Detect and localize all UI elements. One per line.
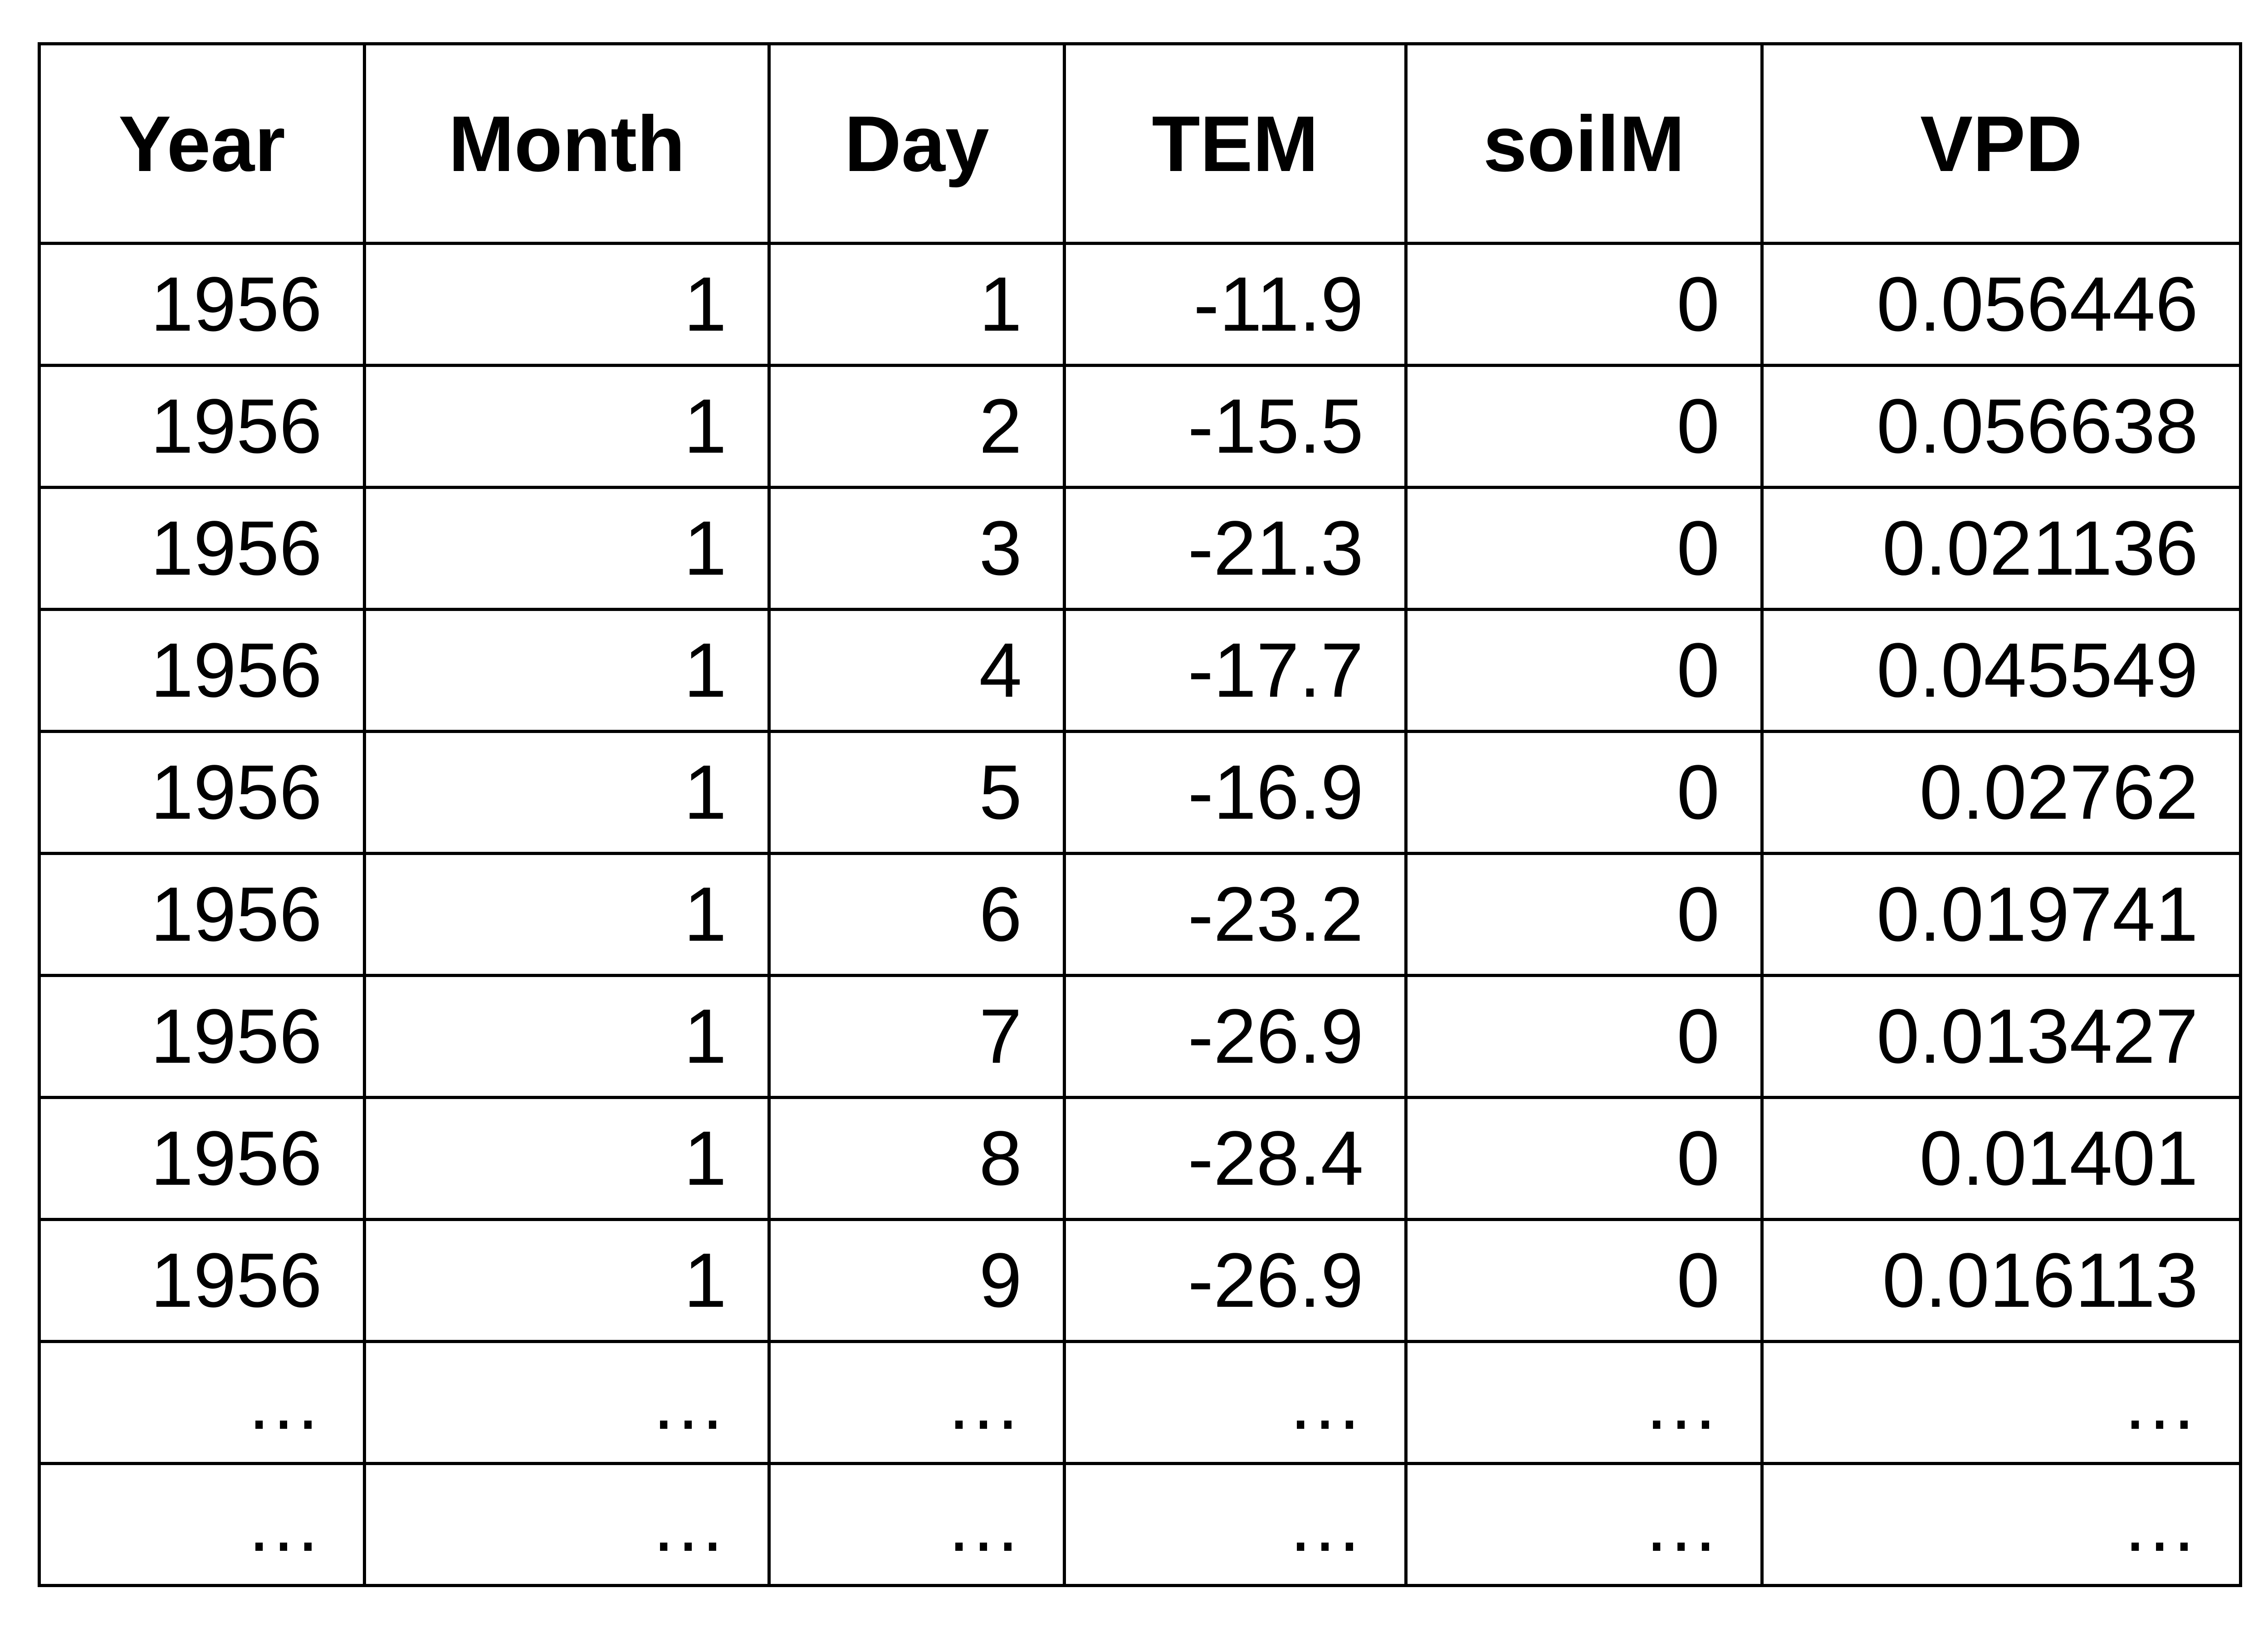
- table-row: 1956 1 3 -21.3 0 0.021136: [38, 486, 2242, 611]
- vpd-cell: 0.01401: [1760, 1096, 2242, 1221]
- soilm-cell: …: [1404, 1340, 1764, 1465]
- table-row: 1956 1 4 -17.7 0 0.045549: [38, 608, 2242, 733]
- table-body: 1956 1 1 -11.9 0 0.056446 1956 1 2 -15.5 0 0.056638…: [38, 242, 2242, 1587]
- month-cell: 1: [363, 974, 771, 1099]
- table-row: 1956 1 7 -26.9 0 0.013427: [38, 974, 2242, 1099]
- soilm-cell: 0: [1404, 852, 1764, 977]
- table-row: 1956 1 1 -11.9 0 0.056446: [38, 242, 2242, 367]
- vpd-cell: 0.045549: [1760, 608, 2242, 733]
- soilm-cell: 0: [1404, 1218, 1764, 1343]
- column-header-day: Day: [767, 42, 1066, 245]
- day-cell: 2: [767, 364, 1066, 489]
- day-cell: 7: [767, 974, 1066, 1099]
- tem-cell: -28.4: [1063, 1096, 1408, 1221]
- vpd-cell: 0.019741: [1760, 852, 2242, 977]
- soilm-cell: 0: [1404, 486, 1764, 611]
- month-cell: 1: [363, 1218, 771, 1343]
- column-header-year: Year: [38, 42, 366, 245]
- vpd-cell: 0.016113: [1760, 1218, 2242, 1343]
- column-header-vpd: VPD: [1760, 42, 2242, 245]
- soilm-cell: 0: [1404, 1096, 1764, 1221]
- day-cell: 6: [767, 852, 1066, 977]
- soilm-cell: 0: [1404, 730, 1764, 855]
- tem-cell: -23.2: [1063, 852, 1408, 977]
- column-header-tem: TEM: [1063, 42, 1408, 245]
- month-cell: 1: [363, 364, 771, 489]
- soilm-cell: …: [1404, 1462, 1764, 1587]
- tem-cell: -17.7: [1063, 608, 1408, 733]
- table-row: 1956 1 6 -23.2 0 0.019741: [38, 852, 2242, 977]
- tem-cell: -26.9: [1063, 1218, 1408, 1343]
- soilm-cell: 0: [1404, 364, 1764, 489]
- day-cell: …: [767, 1340, 1066, 1465]
- tem-cell: -21.3: [1063, 486, 1408, 611]
- day-cell: 5: [767, 730, 1066, 855]
- month-cell: 1: [363, 242, 771, 367]
- year-cell: 1956: [38, 730, 366, 855]
- month-cell: 1: [363, 730, 771, 855]
- month-cell: 1: [363, 1096, 771, 1221]
- vpd-cell: 0.056638: [1760, 364, 2242, 489]
- vpd-cell: 0.021136: [1760, 486, 2242, 611]
- month-cell: …: [363, 1462, 771, 1587]
- month-cell: 1: [363, 486, 771, 611]
- vpd-cell: …: [1760, 1462, 2242, 1587]
- tem-cell: -15.5: [1063, 364, 1408, 489]
- year-cell: 1956: [38, 1096, 366, 1221]
- table-row: ………………: [38, 1462, 2242, 1587]
- day-cell: 8: [767, 1096, 1066, 1221]
- soilm-cell: 0: [1404, 974, 1764, 1099]
- tem-cell: …: [1063, 1340, 1408, 1465]
- soilm-cell: 0: [1404, 608, 1764, 733]
- tem-cell: -11.9: [1063, 242, 1408, 367]
- day-cell: 1: [767, 242, 1066, 367]
- month-cell: 1: [363, 852, 771, 977]
- tem-cell: -16.9: [1063, 730, 1408, 855]
- day-cell: 4: [767, 608, 1066, 733]
- table-row: 1956 1 8 -28.4 0 0.01401: [38, 1096, 2242, 1221]
- year-cell: 1956: [38, 608, 366, 733]
- vpd-cell: 0.013427: [1760, 974, 2242, 1099]
- vpd-cell: 0.02762: [1760, 730, 2242, 855]
- year-cell: 1956: [38, 242, 366, 367]
- column-header-month: Month: [363, 42, 771, 245]
- data-table: Year Month Day TEM soilM VPD 1956 1 1 -11.9…: [38, 42, 2242, 1587]
- tem-cell: -26.9: [1063, 974, 1408, 1099]
- vpd-cell: …: [1760, 1340, 2242, 1465]
- month-cell: 1: [363, 608, 771, 733]
- year-cell: 1956: [38, 974, 366, 1099]
- header-row: Year Month Day TEM soilM VPD: [38, 42, 2242, 245]
- day-cell: …: [767, 1462, 1066, 1587]
- month-cell: …: [363, 1340, 771, 1465]
- vpd-cell: 0.056446: [1760, 242, 2242, 367]
- year-cell: 1956: [38, 852, 366, 977]
- year-cell: …: [38, 1340, 366, 1465]
- year-cell: 1956: [38, 486, 366, 611]
- soilm-cell: 0: [1404, 242, 1764, 367]
- day-cell: 9: [767, 1218, 1066, 1343]
- table-row: ………………: [38, 1340, 2242, 1465]
- table-row: 1956 1 5 -16.9 0 0.02762: [38, 730, 2242, 855]
- year-cell: …: [38, 1462, 366, 1587]
- column-header-soilm: soilM: [1404, 42, 1764, 245]
- year-cell: 1956: [38, 1218, 366, 1343]
- table-row: 1956 1 9 -26.9 0 0.016113: [38, 1218, 2242, 1343]
- tem-cell: …: [1063, 1462, 1408, 1587]
- year-cell: 1956: [38, 364, 366, 489]
- table-row: 1956 1 2 -15.5 0 0.056638: [38, 364, 2242, 489]
- day-cell: 3: [767, 486, 1066, 611]
